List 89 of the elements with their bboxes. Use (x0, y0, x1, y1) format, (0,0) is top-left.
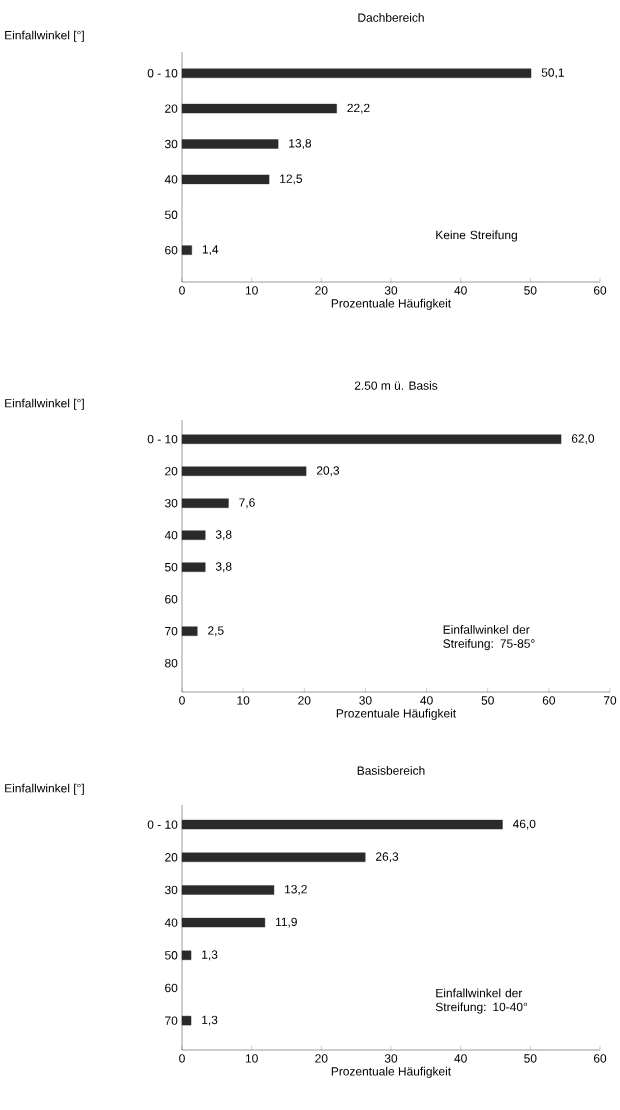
y-tick-label: 20 (165, 853, 178, 862)
bar (181, 68, 532, 78)
x-axis-title: Prozentuale Häufigkeit (331, 298, 452, 310)
bar (181, 174, 270, 185)
data-label: 3,8 (215, 562, 232, 573)
data-label: 7,6 (239, 498, 255, 509)
x-tick-label: 60 (542, 696, 556, 705)
x-axis-title: Prozentuale Häufigkeit (331, 1066, 452, 1078)
bar (181, 950, 192, 960)
annotation: Einfallwinkel der Streifung: 10-40° (435, 988, 528, 1014)
y-axis-title: Einfallwinkel [°] (5, 30, 84, 42)
x-tick-label: 10 (237, 696, 250, 705)
x-tick-label: 10 (245, 286, 258, 295)
y-tick-label: 30 (164, 498, 178, 508)
data-label: 13,2 (285, 885, 307, 895)
bar (181, 245, 192, 255)
y-axis-title: Einfallwinkel [°] (5, 398, 84, 410)
bar (181, 1015, 192, 1026)
y-tick-label: 20 (165, 466, 178, 476)
data-label: 62,0 (571, 434, 595, 445)
data-label: 1,3 (202, 1015, 218, 1026)
x-tick-label: 10 (245, 1054, 258, 1063)
y-tick-label: 60 (165, 245, 178, 255)
y-tick-label: 50 (165, 210, 178, 219)
chart-title: Basisbereich (357, 766, 425, 775)
x-tick-label: 20 (315, 286, 328, 295)
x-axis-title: Prozentuale Häufigkeit (336, 708, 457, 720)
x-tick-label: 40 (454, 1054, 467, 1063)
bar (181, 139, 279, 149)
x-tick-label: 0 (179, 286, 185, 295)
x-tick-label: 30 (384, 286, 398, 295)
data-label: 1,4 (202, 245, 219, 256)
data-label: 11,9 (275, 917, 297, 928)
bar (181, 917, 266, 928)
bar (181, 852, 366, 862)
data-label: 26,3 (376, 852, 399, 863)
x-tick-label: 30 (359, 696, 372, 705)
x-tick-label: 40 (420, 696, 433, 705)
y-tick-label: 40 (164, 175, 178, 184)
data-label: 22,2 (347, 103, 370, 114)
y-tick-label: 60 (165, 983, 178, 993)
y-tick-label: 70 (165, 1016, 178, 1025)
x-tick-label: 50 (481, 696, 494, 705)
x-tick-label: 0 (179, 1054, 185, 1063)
chart-title: 2.50 m ü. Basis (354, 381, 438, 390)
bar (181, 562, 206, 572)
x-tick-label: 70 (603, 696, 617, 705)
bar (181, 498, 229, 508)
bar (181, 885, 275, 895)
y-tick-label: 60 (165, 594, 178, 604)
annotation: Einfallwinkel der Streifung: 75-85° (443, 625, 535, 651)
y-tick-label: 50 (165, 951, 178, 960)
data-label: 2,5 (208, 626, 224, 637)
x-tick-label: 60 (593, 286, 607, 295)
y-tick-label: 0 - 10 (147, 820, 178, 829)
y-tick-label: 80 (165, 658, 178, 668)
bar (181, 103, 337, 114)
y-tick-label: 0 - 10 (147, 434, 178, 444)
data-label: 46,0 (512, 819, 536, 830)
bar (181, 530, 206, 540)
x-tick-label: 30 (384, 1054, 398, 1063)
y-tick-label: 30 (164, 139, 178, 149)
data-label: 1,3 (202, 950, 218, 961)
x-tick-label: 20 (298, 696, 311, 705)
y-tick-label: 20 (165, 104, 178, 113)
y-tick-label: 30 (164, 885, 178, 895)
x-tick-label: 60 (593, 1054, 607, 1063)
y-tick-label: 50 (165, 562, 178, 572)
bar (181, 626, 198, 636)
y-axis-title: Einfallwinkel [°] (5, 783, 84, 795)
y-tick-label: 0 - 10 (147, 69, 178, 78)
data-label: 50,1 (541, 68, 564, 79)
x-tick-label: 0 (179, 696, 185, 705)
data-label: 20,3 (316, 466, 340, 477)
x-tick-label: 20 (315, 1054, 328, 1063)
x-tick-label: 40 (454, 286, 467, 295)
y-tick-label: 70 (165, 626, 178, 636)
x-tick-label: 50 (524, 1054, 537, 1063)
annotation: Keine Streifung (436, 230, 517, 242)
chart-title: Dachbereich (358, 13, 424, 22)
y-tick-label: 40 (164, 918, 178, 927)
y-tick-label: 40 (164, 530, 178, 540)
bar (181, 466, 307, 476)
data-label: 3,8 (215, 530, 232, 541)
bar (181, 434, 562, 444)
bar (181, 819, 503, 830)
data-label: 12,5 (280, 174, 303, 185)
x-tick-label: 50 (524, 286, 537, 295)
data-label: 13,8 (289, 139, 312, 149)
